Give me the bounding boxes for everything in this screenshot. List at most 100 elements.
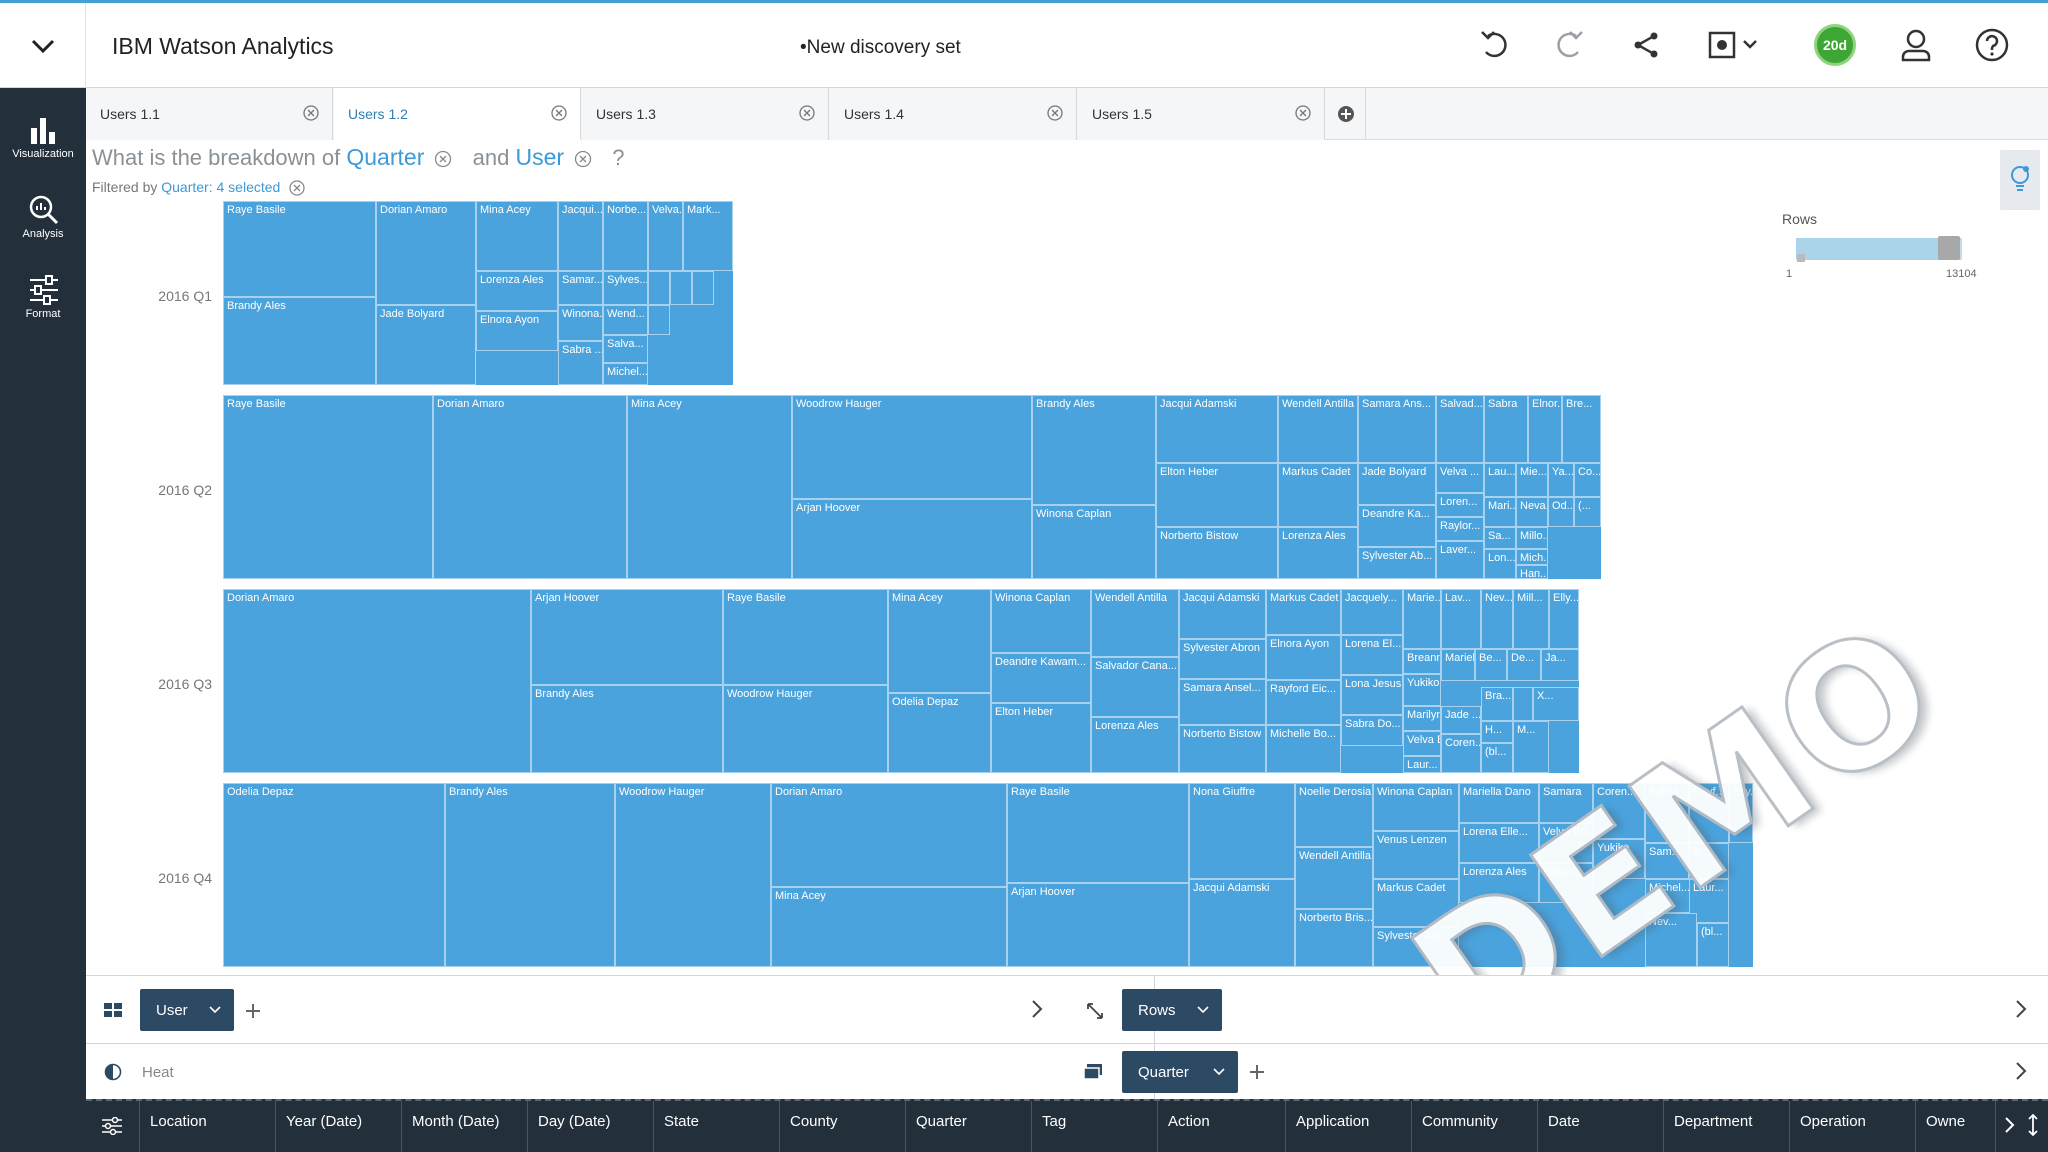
treemap-tile[interactable]: Mill... [1513,589,1549,649]
treemap-tile[interactable]: Deandre Kawam... [991,653,1091,703]
add-column-icon[interactable] [244,1002,262,1020]
treemap-tile[interactable]: Lorenza Ales [1091,717,1179,773]
treemap-tile[interactable]: Be... [1475,649,1507,681]
rows-slider-min-handle[interactable] [1797,254,1805,262]
quarter-pill[interactable]: Quarter [1122,1051,1238,1093]
tab-users-1-5-body[interactable]: Users 1.5 [1078,88,1325,140]
add-tab-button[interactable] [1326,88,1366,140]
treemap-tile[interactable]: Arjan Hoover [1007,883,1189,967]
data-field[interactable]: Day (Date) [528,1101,654,1152]
treemap-tile[interactable]: Loren... [1436,493,1484,517]
treemap-tile[interactable]: Deandre Ka... [1358,505,1436,547]
treemap-tile[interactable]: Winona Caplan [1373,783,1459,831]
treemap-tile[interactable]: Ya... [1548,463,1574,497]
treemap-tile[interactable]: Nev... [1481,589,1513,649]
treemap-tile[interactable]: Lorenza Ales [1278,527,1358,579]
treemap-tile[interactable]: Samar... [558,271,603,305]
treemap-tile[interactable]: Velva ... [1436,463,1484,493]
treemap-tile[interactable]: Salva... [603,335,648,363]
close-icon[interactable] [1294,104,1312,122]
data-field[interactable]: Operation [1790,1101,1916,1152]
treemap-tile[interactable]: Jacqui... [558,201,603,271]
remove-filter-icon[interactable] [288,179,306,197]
nav-format[interactable]: Format [0,258,86,328]
treemap-tile[interactable]: Sam... [1645,843,1689,879]
treemap-tile[interactable]: Winona... [558,305,603,341]
treemap-tile[interactable]: Sylves... [603,271,648,305]
tab-users-1-1[interactable]: Users 1.1 [86,88,333,140]
treemap-tile[interactable]: Han... [1516,565,1548,579]
treemap-tile[interactable]: Jade Bolyard [376,305,476,385]
treemap-tile[interactable]: Markus Cadet [1278,463,1358,527]
data-field[interactable]: Date [1538,1101,1664,1152]
treemap-tile[interactable]: Raylor... [1436,517,1484,541]
treemap-tile[interactable]: Jacquely... [1341,589,1403,635]
treemap-tile[interactable]: Jade Bolyard [1358,463,1436,505]
treemap-tile[interactable]: Woodrow Hauger [615,783,771,967]
treemap-tile[interactable]: Mie... [1516,463,1548,497]
rows-slider-handle[interactable] [1937,236,1960,260]
treemap-tile[interactable]: Lon... [1484,549,1516,579]
treemap-tile[interactable]: Lorenza Ales [476,271,558,311]
heat-label[interactable]: Heat [142,1064,174,1081]
treemap-tile[interactable]: Woodrow Hauger [792,395,1032,499]
treemap-tile[interactable]: X... [1533,687,1579,721]
treemap-tile[interactable]: M... [1513,721,1549,773]
treemap-tile[interactable]: Wendell Antilla [1295,847,1373,909]
remove-quarter-icon[interactable] [434,150,452,168]
treemap-tile[interactable]: Mina Acey [627,395,792,579]
treemap-tile[interactable]: Neva... [1516,497,1548,527]
treemap-tile[interactable]: Mark... [683,201,733,271]
expand-icon[interactable] [1087,1003,1103,1019]
data-field[interactable]: Community [1412,1101,1538,1152]
filter-value[interactable]: Quarter: 4 selected [161,179,281,195]
treemap-tile[interactable]: Wendell Antilla [1091,589,1179,657]
treemap-tile[interactable]: Mina Acey [888,589,991,693]
treemap-tile[interactable]: Velva Bri... [1403,731,1441,756]
treemap-tile[interactable]: Markus Cadet [1373,879,1459,927]
document-title[interactable]: •New discovery set [800,37,961,58]
treemap-tile[interactable]: S... [1513,687,1533,721]
treemap-tile[interactable]: Dorian Amaro [771,783,1007,887]
close-icon[interactable] [302,104,320,122]
treemap-tile[interactable]: Odelia Depaz [223,783,445,967]
treemap-tile[interactable]: Od... [1548,497,1574,527]
treemap-tile[interactable]: Winona Caplan [991,589,1091,653]
treemap-tile[interactable]: Rayf... [1689,783,1729,843]
question-field-user[interactable]: User [515,144,565,170]
treemap-tile[interactable]: Michelle Bo... [1266,725,1341,773]
insights-button[interactable] [2000,150,2040,210]
question-field-quarter[interactable]: Quarter [346,144,425,170]
treemap-tile[interactable]: Elnora Ayon [1266,635,1341,680]
tab-users-1-3[interactable]: Users 1.3 [582,88,829,140]
treemap-tile[interactable]: Sylvester Ab... [1358,547,1436,579]
treemap-tile[interactable]: Laur... [1403,756,1441,773]
chevron-right-icon[interactable] [2004,1115,2016,1135]
treemap-tile[interactable]: H... [1481,721,1513,743]
nav-visualization[interactable]: Visualization [0,98,86,168]
treemap-tile[interactable]: Brandy Ales [445,783,615,967]
help-button[interactable] [1972,25,2012,65]
data-field[interactable]: Tag [1032,1101,1158,1152]
capture-button[interactable] [1706,25,1764,65]
treemap-tile[interactable]: Jacqui Adamski [1156,395,1278,463]
menu-toggle[interactable] [0,3,86,88]
treemap-tile[interactable]: Jacqui Adamski [1179,589,1266,639]
treemap-tile[interactable]: Markus Cadet [1266,589,1341,635]
treemap-tile[interactable]: Sylvester Abron [1179,639,1266,679]
treemap-tile[interactable]: (bl... [1697,923,1729,967]
treemap-tile[interactable]: Bra... [1481,687,1513,721]
treemap-tile[interactable]: Raye Basile [723,589,888,685]
close-icon[interactable] [550,104,568,122]
treemap-tile[interactable]: Sabra Do... [1341,715,1403,746]
treemap-tile[interactable]: Mina Acey [771,887,1007,967]
treemap-tile[interactable]: Wend... [603,305,648,335]
treemap-tile[interactable]: Brandy Ales [531,685,723,773]
treemap-tile[interactable]: Salvador Cana... [1091,657,1179,717]
treemap-tile[interactable]: Mariel... [1441,649,1475,681]
data-field[interactable]: State [654,1101,780,1152]
treemap-tile[interactable]: Coren... [1593,783,1645,839]
share-button[interactable] [1626,25,1666,65]
tab-users-1-4[interactable]: Users 1.4 [830,88,1077,140]
treemap-tile[interactable]: Sabra ... [558,341,603,385]
